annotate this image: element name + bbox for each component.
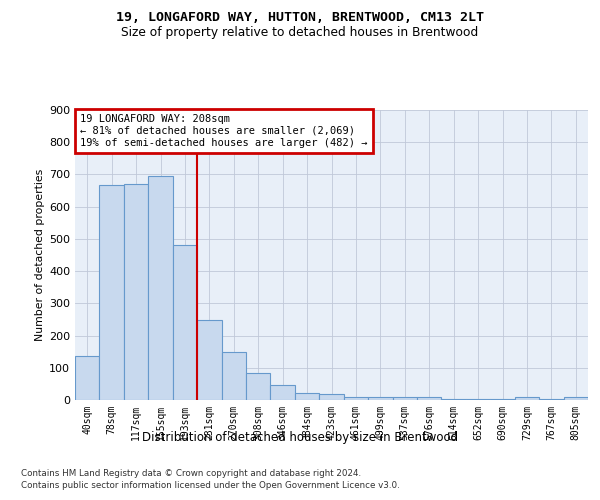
Bar xyxy=(246,372,271,400)
Bar xyxy=(173,246,197,400)
Text: Size of property relative to detached houses in Brentwood: Size of property relative to detached ho… xyxy=(121,26,479,39)
Bar xyxy=(124,184,148,400)
Bar xyxy=(148,176,173,400)
Bar xyxy=(417,398,442,400)
Bar xyxy=(319,394,344,400)
Bar xyxy=(221,352,246,400)
Text: Contains HM Land Registry data © Crown copyright and database right 2024.: Contains HM Land Registry data © Crown c… xyxy=(21,469,361,478)
Bar xyxy=(197,320,221,400)
Bar xyxy=(75,356,100,400)
Text: 19 LONGAFORD WAY: 208sqm
← 81% of detached houses are smaller (2,069)
19% of sem: 19 LONGAFORD WAY: 208sqm ← 81% of detach… xyxy=(80,114,368,148)
Bar xyxy=(368,398,392,400)
Text: Distribution of detached houses by size in Brentwood: Distribution of detached houses by size … xyxy=(142,431,458,444)
Y-axis label: Number of detached properties: Number of detached properties xyxy=(35,169,45,341)
Text: Contains public sector information licensed under the Open Government Licence v3: Contains public sector information licen… xyxy=(21,481,400,490)
Bar xyxy=(344,397,368,400)
Bar xyxy=(271,385,295,400)
Bar xyxy=(100,185,124,400)
Bar xyxy=(515,398,539,400)
Bar xyxy=(563,398,588,400)
Text: 19, LONGAFORD WAY, HUTTON, BRENTWOOD, CM13 2LT: 19, LONGAFORD WAY, HUTTON, BRENTWOOD, CM… xyxy=(116,11,484,24)
Bar xyxy=(392,398,417,400)
Bar xyxy=(295,393,319,400)
